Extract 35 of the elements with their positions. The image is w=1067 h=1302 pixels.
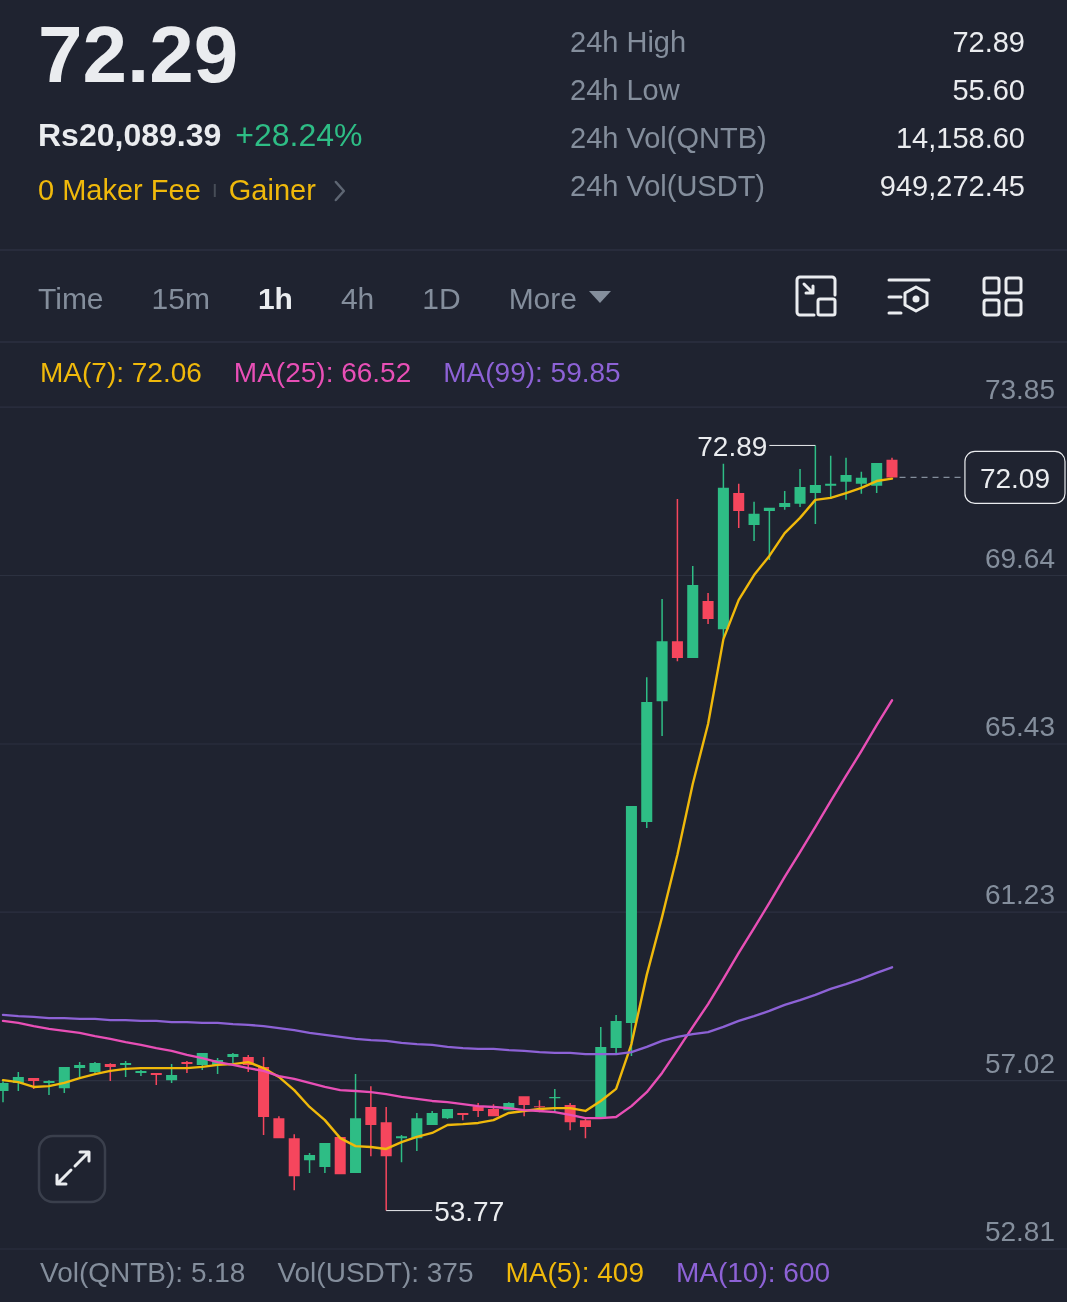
text: +28.24% [235, 117, 363, 153]
text: 72.89 [952, 26, 1025, 58]
text: 55.60 [952, 74, 1025, 106]
text: 24h Vol(QNTB) [570, 122, 767, 154]
text: 949,272.45 [879, 170, 1025, 202]
text: 15m [151, 282, 210, 315]
annotation: 53.77 [434, 1195, 505, 1227]
y-tick-label: 65.43 [984, 710, 1055, 742]
text: Vol(QNTB): 5.18 [40, 1257, 246, 1288]
y-tick-label: 57.02 [984, 1047, 1055, 1079]
ref-line-label: 72.09 [979, 462, 1050, 494]
text: 24h Vol(USDT) [570, 170, 766, 202]
text: MA(25): 66.52 [233, 357, 412, 388]
y-tick-label: 61.23 [984, 879, 1055, 911]
text: 0 Maker Fee [38, 174, 201, 206]
text: 1D [422, 282, 461, 315]
text: MA(10): 600 [675, 1257, 831, 1288]
text: 4h [340, 282, 375, 315]
text: MA(99): 59.85 [443, 357, 621, 388]
text: MA(5): 409 [505, 1257, 644, 1288]
text: 24h High [570, 26, 687, 58]
text: Gainer [228, 174, 317, 206]
annotation: 72.89 [697, 430, 768, 462]
y-tick-label: 69.64 [984, 542, 1055, 574]
y-tick-label: 52.81 [984, 1216, 1055, 1247]
text: 1h [257, 282, 293, 315]
text: Vol(USDT): 375 [277, 1257, 474, 1288]
y-tick-label: 73.85 [984, 374, 1055, 406]
text: 14,158.60 [895, 122, 1025, 154]
text: 24h Low [570, 74, 681, 106]
text: MA(7): 72.06 [40, 357, 202, 388]
chart-title: 72.29 [38, 10, 239, 99]
text: More [508, 282, 577, 315]
text: Rs20,089.39 [38, 117, 222, 153]
text: Time [38, 282, 104, 315]
